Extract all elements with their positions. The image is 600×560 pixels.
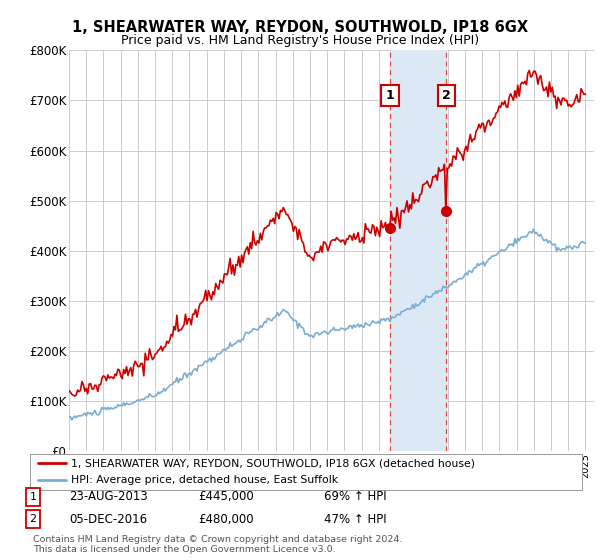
Text: £445,000: £445,000 (198, 490, 254, 503)
Text: 1: 1 (385, 89, 394, 102)
Bar (390, 50, 446, 451)
Text: £480,000: £480,000 (198, 512, 254, 526)
Text: HPI: Average price, detached house, East Suffolk: HPI: Average price, detached house, East… (71, 475, 338, 485)
Text: 1: 1 (29, 492, 37, 502)
Text: Price paid vs. HM Land Registry's House Price Index (HPI): Price paid vs. HM Land Registry's House … (121, 34, 479, 46)
Text: 1, SHEARWATER WAY, REYDON, SOUTHWOLD, IP18 6GX (detached house): 1, SHEARWATER WAY, REYDON, SOUTHWOLD, IP… (71, 459, 475, 468)
Text: 47% ↑ HPI: 47% ↑ HPI (324, 512, 386, 526)
Text: 1, SHEARWATER WAY, REYDON, SOUTHWOLD, IP18 6GX: 1, SHEARWATER WAY, REYDON, SOUTHWOLD, IP… (72, 20, 528, 35)
Text: 69% ↑ HPI: 69% ↑ HPI (324, 490, 386, 503)
Text: 23-AUG-2013: 23-AUG-2013 (69, 490, 148, 503)
Text: 2: 2 (442, 89, 451, 102)
Text: 2: 2 (29, 514, 37, 524)
Text: 05-DEC-2016: 05-DEC-2016 (69, 512, 147, 526)
Text: Contains HM Land Registry data © Crown copyright and database right 2024.
This d: Contains HM Land Registry data © Crown c… (33, 535, 403, 554)
